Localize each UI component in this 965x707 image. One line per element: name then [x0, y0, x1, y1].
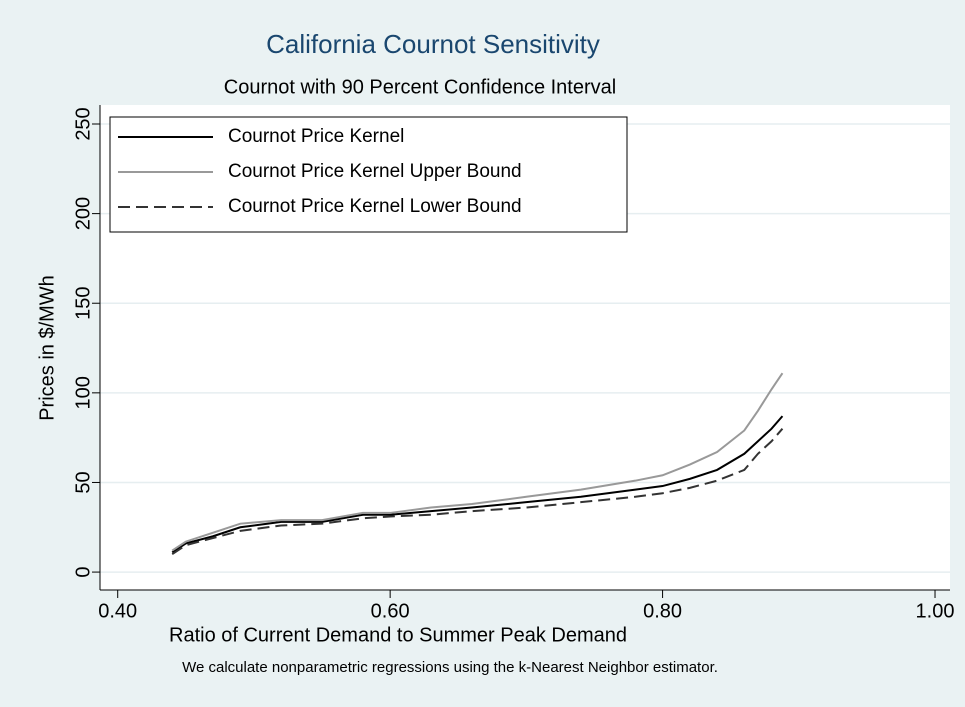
series-line [171, 428, 784, 555]
y-tick-label: 200 [72, 197, 94, 230]
x-axis-label: Ratio of Current Demand to Summer Peak D… [169, 624, 627, 646]
series-line [171, 372, 784, 552]
y-tick-label: 100 [72, 376, 94, 409]
x-tick-label: 0.80 [643, 600, 682, 622]
legend-label: Cournot Price Kernel Lower Bound [228, 196, 522, 217]
footnote: We calculate nonparametric regressions u… [182, 659, 718, 676]
y-tick-label: 50 [72, 471, 94, 493]
legend-label: Cournot Price Kernel [228, 126, 404, 147]
chart-title: California Cournot Sensitivity [266, 29, 600, 59]
y-tick-label: 150 [72, 287, 94, 320]
y-axis-label: Prices in $/MWh [36, 275, 58, 421]
series-line [171, 415, 784, 554]
x-tick-label: 0.60 [371, 600, 410, 622]
x-tick-label: 1.00 [916, 600, 955, 622]
chart-subtitle: Cournot with 90 Percent Confidence Inter… [224, 76, 616, 98]
legend-label: Cournot Price Kernel Upper Bound [228, 161, 522, 182]
y-tick-label: 0 [72, 567, 94, 578]
y-tick-label: 250 [72, 107, 94, 140]
x-tick-label: 0.40 [98, 600, 137, 622]
